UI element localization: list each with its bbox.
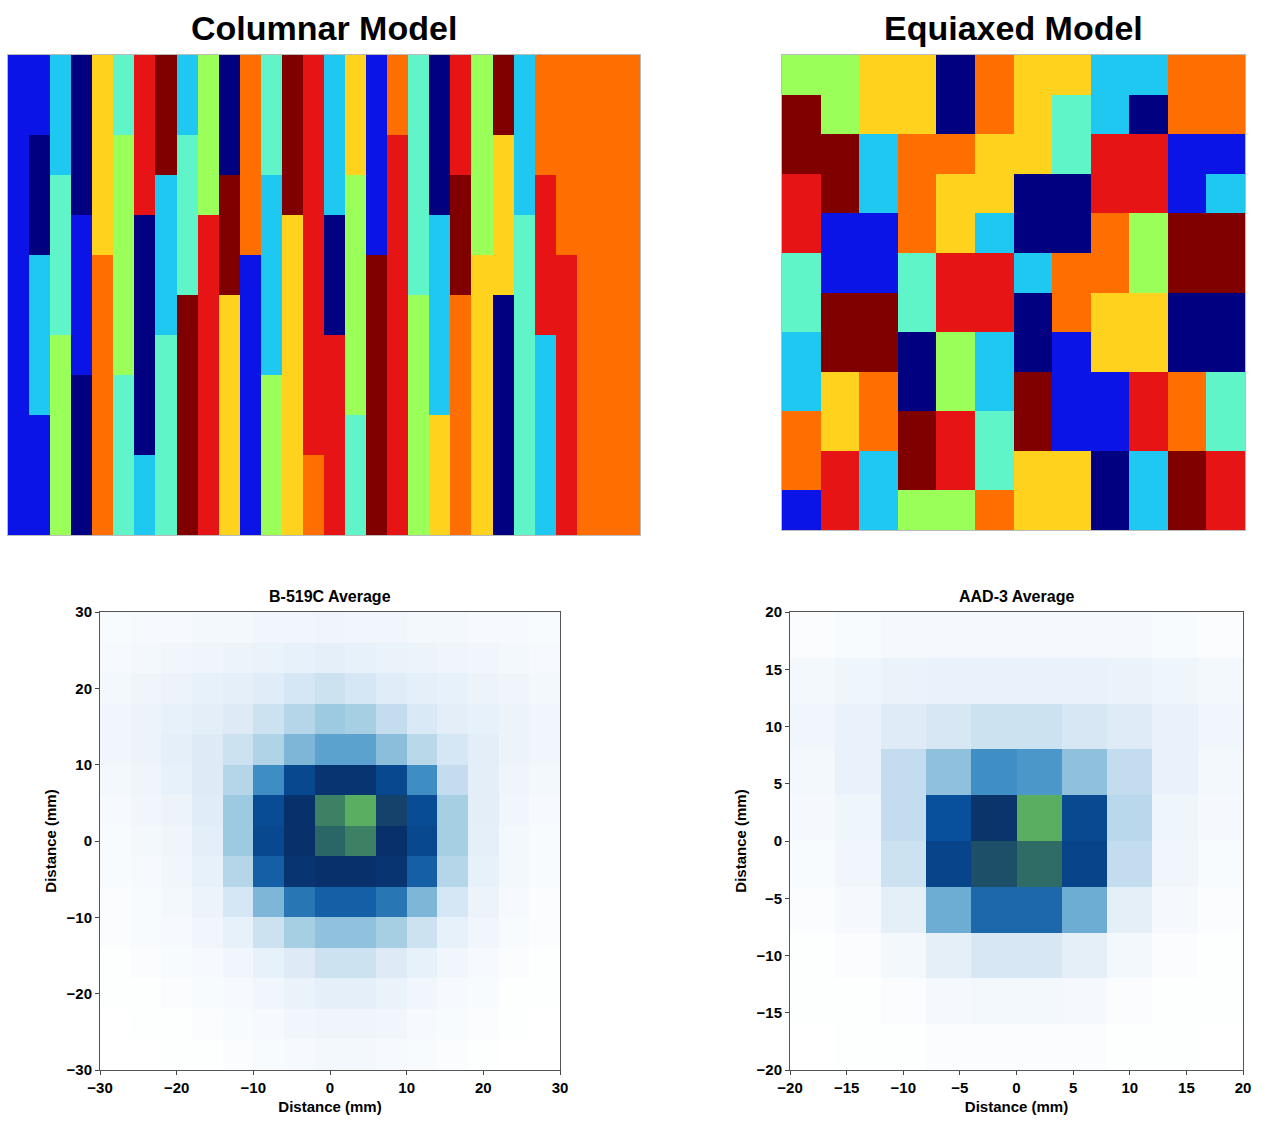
svg-text:5: 5: [774, 775, 782, 792]
svg-text:−30: −30: [67, 1061, 92, 1078]
svg-text:30: 30: [552, 1079, 569, 1096]
svg-text:−30: −30: [87, 1079, 112, 1096]
svg-text:20: 20: [765, 603, 782, 620]
svg-text:15: 15: [765, 661, 782, 678]
svg-text:−10: −10: [67, 909, 92, 926]
svg-text:Columnar Model: Columnar Model: [191, 9, 457, 47]
svg-text:5: 5: [1069, 1079, 1077, 1096]
svg-text:0: 0: [1012, 1079, 1020, 1096]
svg-text:20: 20: [1235, 1079, 1252, 1096]
svg-text:−15: −15: [757, 1004, 782, 1021]
svg-text:Distance (mm): Distance (mm): [965, 1098, 1068, 1115]
svg-text:10: 10: [75, 756, 92, 773]
svg-text:−20: −20: [777, 1079, 802, 1096]
svg-text:30: 30: [75, 603, 92, 620]
svg-text:B-519C Average: B-519C Average: [269, 588, 391, 605]
svg-text:20: 20: [75, 680, 92, 697]
svg-text:20: 20: [475, 1079, 492, 1096]
svg-text:10: 10: [398, 1079, 415, 1096]
svg-text:Distance (mm): Distance (mm): [42, 789, 59, 892]
svg-text:AAD-3 Average: AAD-3 Average: [959, 588, 1074, 605]
svg-text:Equiaxed Model: Equiaxed Model: [884, 9, 1143, 47]
svg-text:−20: −20: [757, 1061, 782, 1078]
svg-text:0: 0: [84, 832, 92, 849]
svg-text:−15: −15: [834, 1079, 859, 1096]
svg-text:−10: −10: [891, 1079, 916, 1096]
svg-text:−10: −10: [241, 1079, 266, 1096]
svg-text:−20: −20: [164, 1079, 189, 1096]
svg-text:0: 0: [326, 1079, 334, 1096]
svg-text:10: 10: [765, 718, 782, 735]
svg-text:0: 0: [774, 832, 782, 849]
svg-text:Distance (mm): Distance (mm): [278, 1098, 381, 1115]
svg-text:Distance (mm): Distance (mm): [732, 789, 749, 892]
svg-text:15: 15: [1178, 1079, 1195, 1096]
svg-text:10: 10: [1121, 1079, 1138, 1096]
svg-text:−10: −10: [757, 947, 782, 964]
svg-text:−20: −20: [67, 985, 92, 1002]
svg-text:−5: −5: [951, 1079, 968, 1096]
svg-text:−5: −5: [765, 890, 782, 907]
